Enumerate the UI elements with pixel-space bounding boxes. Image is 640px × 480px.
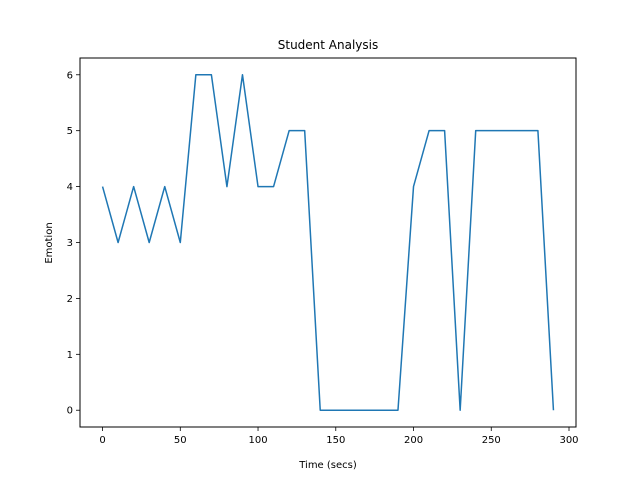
y-tick-label: 1: [67, 350, 73, 361]
y-tick-label: 4: [67, 182, 73, 193]
y-axis: 0 1 2 3 4 5 6: [67, 70, 80, 417]
x-axis-label: Time (secs): [298, 460, 357, 471]
axes-frame: [79, 57, 577, 428]
chart-title: Student Analysis: [278, 38, 379, 52]
y-axis-label: Emotion: [44, 222, 55, 263]
y-tick-label: 2: [67, 294, 73, 305]
plot-area: [101, 74, 555, 411]
x-tick-label: 50: [174, 435, 187, 446]
x-tick-label: 100: [248, 435, 267, 446]
x-axis: 0 50 100 150 200 250 300: [99, 427, 579, 446]
x-tick-label: 0: [99, 435, 105, 446]
y-tick-label: 5: [67, 126, 73, 137]
x-tick-label: 250: [482, 435, 501, 446]
x-tick-label: 300: [559, 435, 578, 446]
y-tick-label: 3: [67, 238, 73, 249]
x-tick-label: 200: [404, 435, 423, 446]
y-tick-label: 6: [67, 70, 73, 81]
y-tick-label: 0: [67, 406, 73, 417]
x-tick-label: 150: [326, 435, 345, 446]
series-line-0: [101, 74, 555, 411]
